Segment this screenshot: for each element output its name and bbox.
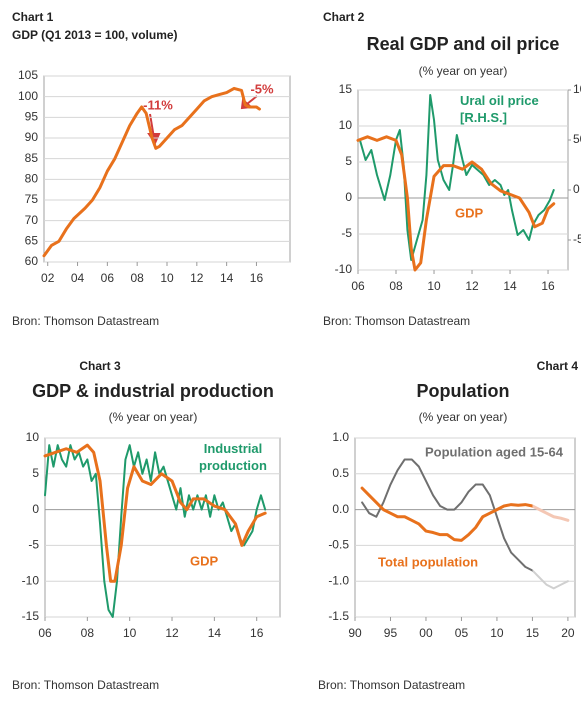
y-tick-label: 0 <box>345 190 352 204</box>
x-tick-label: 06 <box>351 279 365 293</box>
y-tick-label: -10 <box>22 573 40 587</box>
annotation: -5% <box>250 81 274 96</box>
chart-title: Population <box>417 381 510 401</box>
series-label-text: Industrial production <box>199 441 267 473</box>
y-tick-label: -10 <box>335 262 353 276</box>
y-tick-label: 70 <box>25 213 39 227</box>
series-line <box>358 94 555 261</box>
y-tick-label: -0.5 <box>328 538 349 552</box>
x-tick-label: 10 <box>427 279 441 293</box>
x-tick-label: 12 <box>165 626 179 640</box>
y-tick-label: 0.0 <box>332 502 349 516</box>
arrow <box>246 95 258 105</box>
y2-tick-label: 100 <box>573 82 581 96</box>
x-tick-label: 16 <box>250 271 264 285</box>
x-tick-label: 14 <box>208 626 222 640</box>
y-tick-label: 95 <box>25 110 39 124</box>
chart-label: Chart 2 <box>323 10 365 24</box>
source-note: Bron: Thomson Datastream <box>318 678 465 692</box>
y-tick-label: 15 <box>339 82 353 96</box>
y-tick-label: -1.0 <box>328 573 349 587</box>
x-tick-label: 08 <box>131 271 145 285</box>
y-tick-label: 5 <box>32 466 39 480</box>
y-tick-label: 10 <box>339 118 353 132</box>
chart-label: Chart 1 <box>12 10 54 24</box>
series-label: Population aged 15-64 <box>425 444 564 459</box>
x-tick-label: 16 <box>250 626 264 640</box>
x-tick-label: 16 <box>541 279 555 293</box>
x-tick-label: 05 <box>455 626 469 640</box>
x-tick-label: 06 <box>101 271 115 285</box>
chart-subtitle: (% year on year) <box>419 410 508 424</box>
x-tick-label: 14 <box>503 279 517 293</box>
series-line <box>42 86 261 258</box>
chart-title: GDP (Q1 2013 = 100, volume) <box>12 28 178 42</box>
annotation: -11% <box>143 97 173 112</box>
x-tick-label: 20 <box>561 626 575 640</box>
y-tick-label: -5 <box>28 538 39 552</box>
x-tick-label: 08 <box>81 626 95 640</box>
chart-subtitle: (% year on year) <box>419 64 508 78</box>
y2-tick-label: 50 <box>573 132 581 146</box>
series-label: Total population <box>378 554 478 569</box>
y2-tick-label: 0 <box>573 182 580 196</box>
y2-tick-label: -50 <box>573 232 581 246</box>
x-tick-label: 95 <box>384 626 398 640</box>
x-tick-label: 08 <box>389 279 403 293</box>
x-tick-label: 10 <box>160 271 174 285</box>
series-label: Industrial production <box>199 441 267 473</box>
x-tick-label: 10 <box>490 626 504 640</box>
y-tick-label: 90 <box>25 130 39 144</box>
y-tick-label: 105 <box>18 68 38 82</box>
y-tick-label: 80 <box>25 172 39 186</box>
y-tick-label: 10 <box>26 430 40 444</box>
x-tick-label: 02 <box>41 271 55 285</box>
x-tick-label: 10 <box>123 626 137 640</box>
y-tick-label: 85 <box>25 151 39 165</box>
y-tick-label: 60 <box>25 254 39 268</box>
chart-subtitle: (% year on year) <box>109 410 198 424</box>
chart-title: GDP & industrial production <box>32 381 274 401</box>
series-line <box>356 135 556 272</box>
source-note: Bron: Thomson Datastream <box>12 678 159 692</box>
chart-label: Chart 4 <box>537 359 579 373</box>
series-label-text: Ural oil price [R.H.S.] <box>460 93 539 125</box>
source-note: Bron: Thomson Datastream <box>12 314 159 328</box>
series-line <box>360 486 570 542</box>
series-line <box>44 444 267 618</box>
x-tick-label: 14 <box>220 271 234 285</box>
series-line <box>361 458 569 590</box>
y-tick-label: 5 <box>345 154 352 168</box>
x-tick-label: 15 <box>526 626 540 640</box>
y-tick-label: -15 <box>22 609 40 623</box>
x-tick-label: 06 <box>38 626 52 640</box>
y-tick-label: -5 <box>341 226 352 240</box>
x-tick-label: 90 <box>348 626 362 640</box>
y-tick-label: 100 <box>18 89 38 103</box>
y-tick-label: 1.0 <box>332 430 349 444</box>
y-tick-label: -1.5 <box>328 609 349 623</box>
x-tick-label: 12 <box>465 279 479 293</box>
series-label: GDP <box>190 553 219 568</box>
y-tick-label: 0 <box>32 502 39 516</box>
x-tick-label: 04 <box>71 271 85 285</box>
chart-label: Chart 3 <box>79 359 121 373</box>
series-line <box>43 443 267 583</box>
source-note: Bron: Thomson Datastream <box>323 314 470 328</box>
series-label: Ural oil price [R.H.S.] <box>460 93 539 125</box>
x-tick-label: 12 <box>190 271 204 285</box>
plot-frame <box>354 437 576 618</box>
y-tick-label: 65 <box>25 234 39 248</box>
y-tick-label: 75 <box>25 192 39 206</box>
x-tick-label: 00 <box>419 626 433 640</box>
y-tick-label: 0.5 <box>332 466 349 480</box>
chart-title: Real GDP and oil price <box>367 34 560 54</box>
series-label: GDP <box>455 205 484 220</box>
